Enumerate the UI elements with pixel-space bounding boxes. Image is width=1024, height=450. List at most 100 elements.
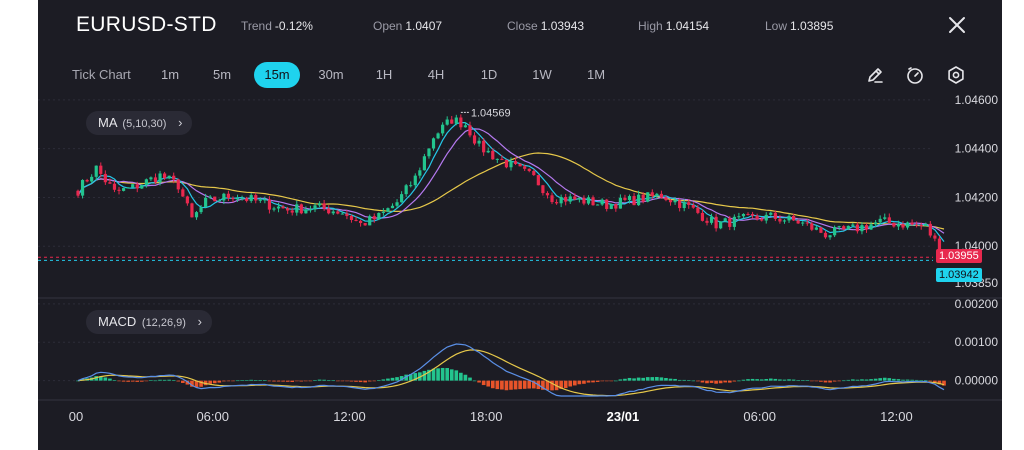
macd-histogram-bar <box>531 380 536 389</box>
candle-body <box>915 224 919 226</box>
candle-body <box>823 232 828 238</box>
candle-body <box>568 196 572 202</box>
time-axis-tick: 06:00 <box>196 409 229 424</box>
macd-histogram-bar <box>677 379 682 381</box>
macd-histogram-bar <box>509 380 513 390</box>
candle-body <box>614 204 618 209</box>
candle-body <box>181 189 185 197</box>
settings-gear-icon[interactable] <box>946 65 966 85</box>
candle-body <box>828 235 832 238</box>
candle-body <box>518 163 522 167</box>
macd-histogram-bar <box>873 378 878 381</box>
ma10-line <box>77 128 945 234</box>
candle-body <box>409 185 413 187</box>
close-icon[interactable] <box>946 14 968 36</box>
candle-body <box>764 214 768 221</box>
tab-1m-month[interactable]: 1M <box>586 67 606 82</box>
macd-histogram-bar <box>664 378 668 381</box>
macd-histogram-bar <box>345 380 349 382</box>
candle-body <box>805 222 809 224</box>
ma-indicator-chip[interactable]: MA (5,10,30) › <box>86 111 193 135</box>
candle-body <box>896 224 901 227</box>
candle-body <box>390 205 395 209</box>
candle-body <box>103 173 107 183</box>
tab-1w[interactable]: 1W <box>532 67 552 82</box>
tab-15m[interactable]: 15m <box>254 62 300 88</box>
time-axis-tick: 00 <box>69 409 83 424</box>
macd-histogram-bar <box>673 378 677 381</box>
candle-body <box>231 198 235 200</box>
candle-body <box>778 218 782 222</box>
price-chart[interactable]: 1.046001.044001.042001.040001.038500.002… <box>38 0 1002 450</box>
macd-histogram-bar <box>235 380 240 382</box>
candle-body <box>924 223 928 227</box>
candle-body <box>901 224 905 228</box>
tab-1d[interactable]: 1D <box>480 67 498 82</box>
tab-5m[interactable]: 5m <box>212 67 232 82</box>
macd-histogram-bar <box>522 380 527 389</box>
candle-body <box>477 140 481 144</box>
macd-histogram-bar <box>632 378 636 381</box>
tab-4h[interactable]: 4H <box>427 67 445 82</box>
candle-body <box>618 197 622 209</box>
macd-histogram-bar <box>655 376 659 381</box>
macd-histogram-bar <box>545 380 550 391</box>
candle-body <box>650 192 654 196</box>
macd-histogram-bar <box>568 380 573 387</box>
draw-pencil-icon[interactable] <box>865 65 885 85</box>
low-stat: Low 1.03895 <box>765 19 833 33</box>
macd-histogram-bar <box>427 369 431 381</box>
macd-histogram-bar <box>641 377 646 381</box>
macd-histogram-bar <box>76 380 80 382</box>
candle-body <box>814 227 818 230</box>
candle-body <box>878 218 882 223</box>
macd-histogram-bar <box>841 380 846 382</box>
candle-body <box>445 119 449 125</box>
macd-histogram-bar <box>823 380 828 383</box>
candle-body <box>596 204 600 206</box>
macd-histogram-bar <box>928 380 933 382</box>
candle-body <box>308 209 313 211</box>
candle-body <box>933 235 937 239</box>
candle-body <box>723 218 727 222</box>
time-axis-tick: 12:00 <box>880 409 913 424</box>
macd-indicator-chip[interactable]: MACD (12,26,9) › <box>86 310 212 334</box>
macd-histogram-bar <box>112 380 117 381</box>
macd-histogram-bar <box>253 380 258 381</box>
macd-histogram-bar <box>591 380 595 383</box>
macd-histogram-bar <box>855 379 860 381</box>
timer-icon[interactable] <box>905 65 925 85</box>
candle-body <box>163 173 167 179</box>
candle-body <box>801 222 805 224</box>
candle-body <box>226 193 231 199</box>
candle-body <box>194 212 199 218</box>
macd-histogram-bar <box>563 380 568 389</box>
low-value: 1.03895 <box>790 19 834 33</box>
low-label: Low <box>765 19 788 33</box>
macd-histogram-bar <box>354 380 358 382</box>
candle-body <box>85 180 89 182</box>
macd-histogram-bar <box>486 380 491 387</box>
candle-body <box>267 199 272 210</box>
candle-body <box>235 198 240 200</box>
candle-body <box>217 200 221 202</box>
macd-histogram-bar <box>937 380 942 385</box>
open-value: 1.0407 <box>405 19 443 33</box>
candle-body <box>272 208 276 210</box>
candle-body <box>90 176 94 182</box>
candle-body <box>454 117 458 124</box>
macd-histogram-bar <box>828 380 832 383</box>
candle-body <box>559 196 563 204</box>
macd-histogram-bar <box>144 380 149 382</box>
candle-body <box>431 138 436 149</box>
macd-histogram-bar <box>317 379 322 381</box>
tab-1h[interactable]: 1H <box>375 67 393 82</box>
candle-body <box>482 140 486 153</box>
candle-body <box>172 175 176 180</box>
tab-30m[interactable]: 30m <box>318 67 344 82</box>
candle-body <box>495 158 499 160</box>
tick-chart-button[interactable]: Tick Chart <box>72 67 131 82</box>
tab-1m[interactable]: 1m <box>160 67 180 82</box>
macd-histogram-bar <box>700 380 705 383</box>
candle-body <box>860 225 864 232</box>
